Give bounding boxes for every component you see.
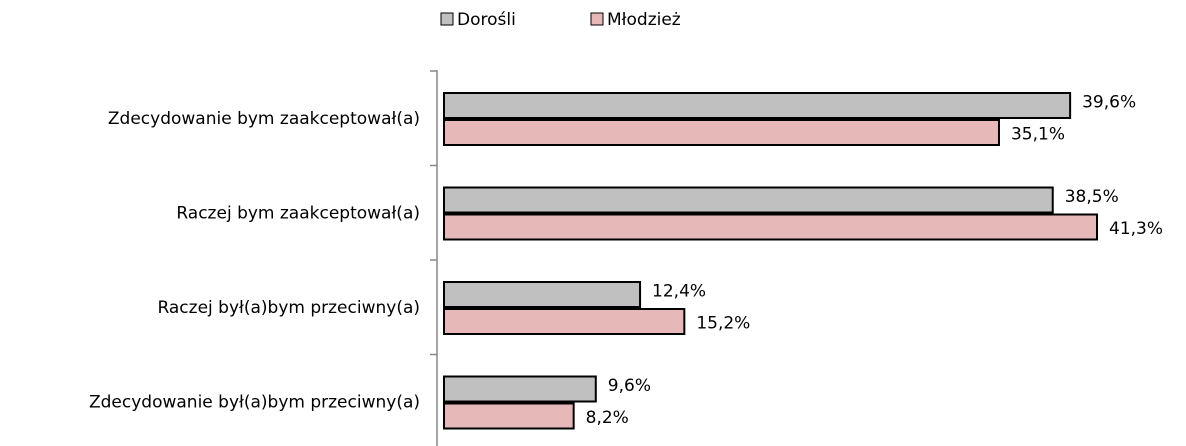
value-label: 12,4%: [652, 282, 706, 302]
value-label: 8,2%: [586, 408, 629, 428]
legend-swatch: [440, 12, 454, 26]
category-label: Zdecydowanie był(a)bym przeciwny(a): [89, 393, 420, 413]
bar: [443, 213, 1098, 241]
bar: [443, 92, 1072, 119]
value-label: 35,1%: [1011, 125, 1065, 145]
value-label: 41,3%: [1109, 219, 1163, 239]
bar: [443, 402, 575, 430]
value-label: 15,2%: [696, 314, 750, 334]
value-label: 9,6%: [608, 376, 651, 396]
category-label: Zdecydowanie bym zaakceptował(a): [108, 109, 420, 129]
bar: [443, 308, 686, 335]
value-label: 39,6%: [1082, 93, 1136, 113]
category-label: Raczej bym zaakceptował(a): [176, 204, 420, 224]
category-label: Raczej był(a)bym przeciwny(a): [157, 298, 420, 318]
value-label: 38,5%: [1065, 187, 1119, 207]
bar: [443, 375, 597, 403]
bar: [443, 281, 642, 308]
bar: [443, 186, 1054, 214]
legend-label: Młodzież: [607, 10, 681, 30]
bar: [443, 119, 1000, 146]
legend-swatch: [590, 12, 604, 26]
legend-label: Dorośli: [457, 10, 516, 30]
